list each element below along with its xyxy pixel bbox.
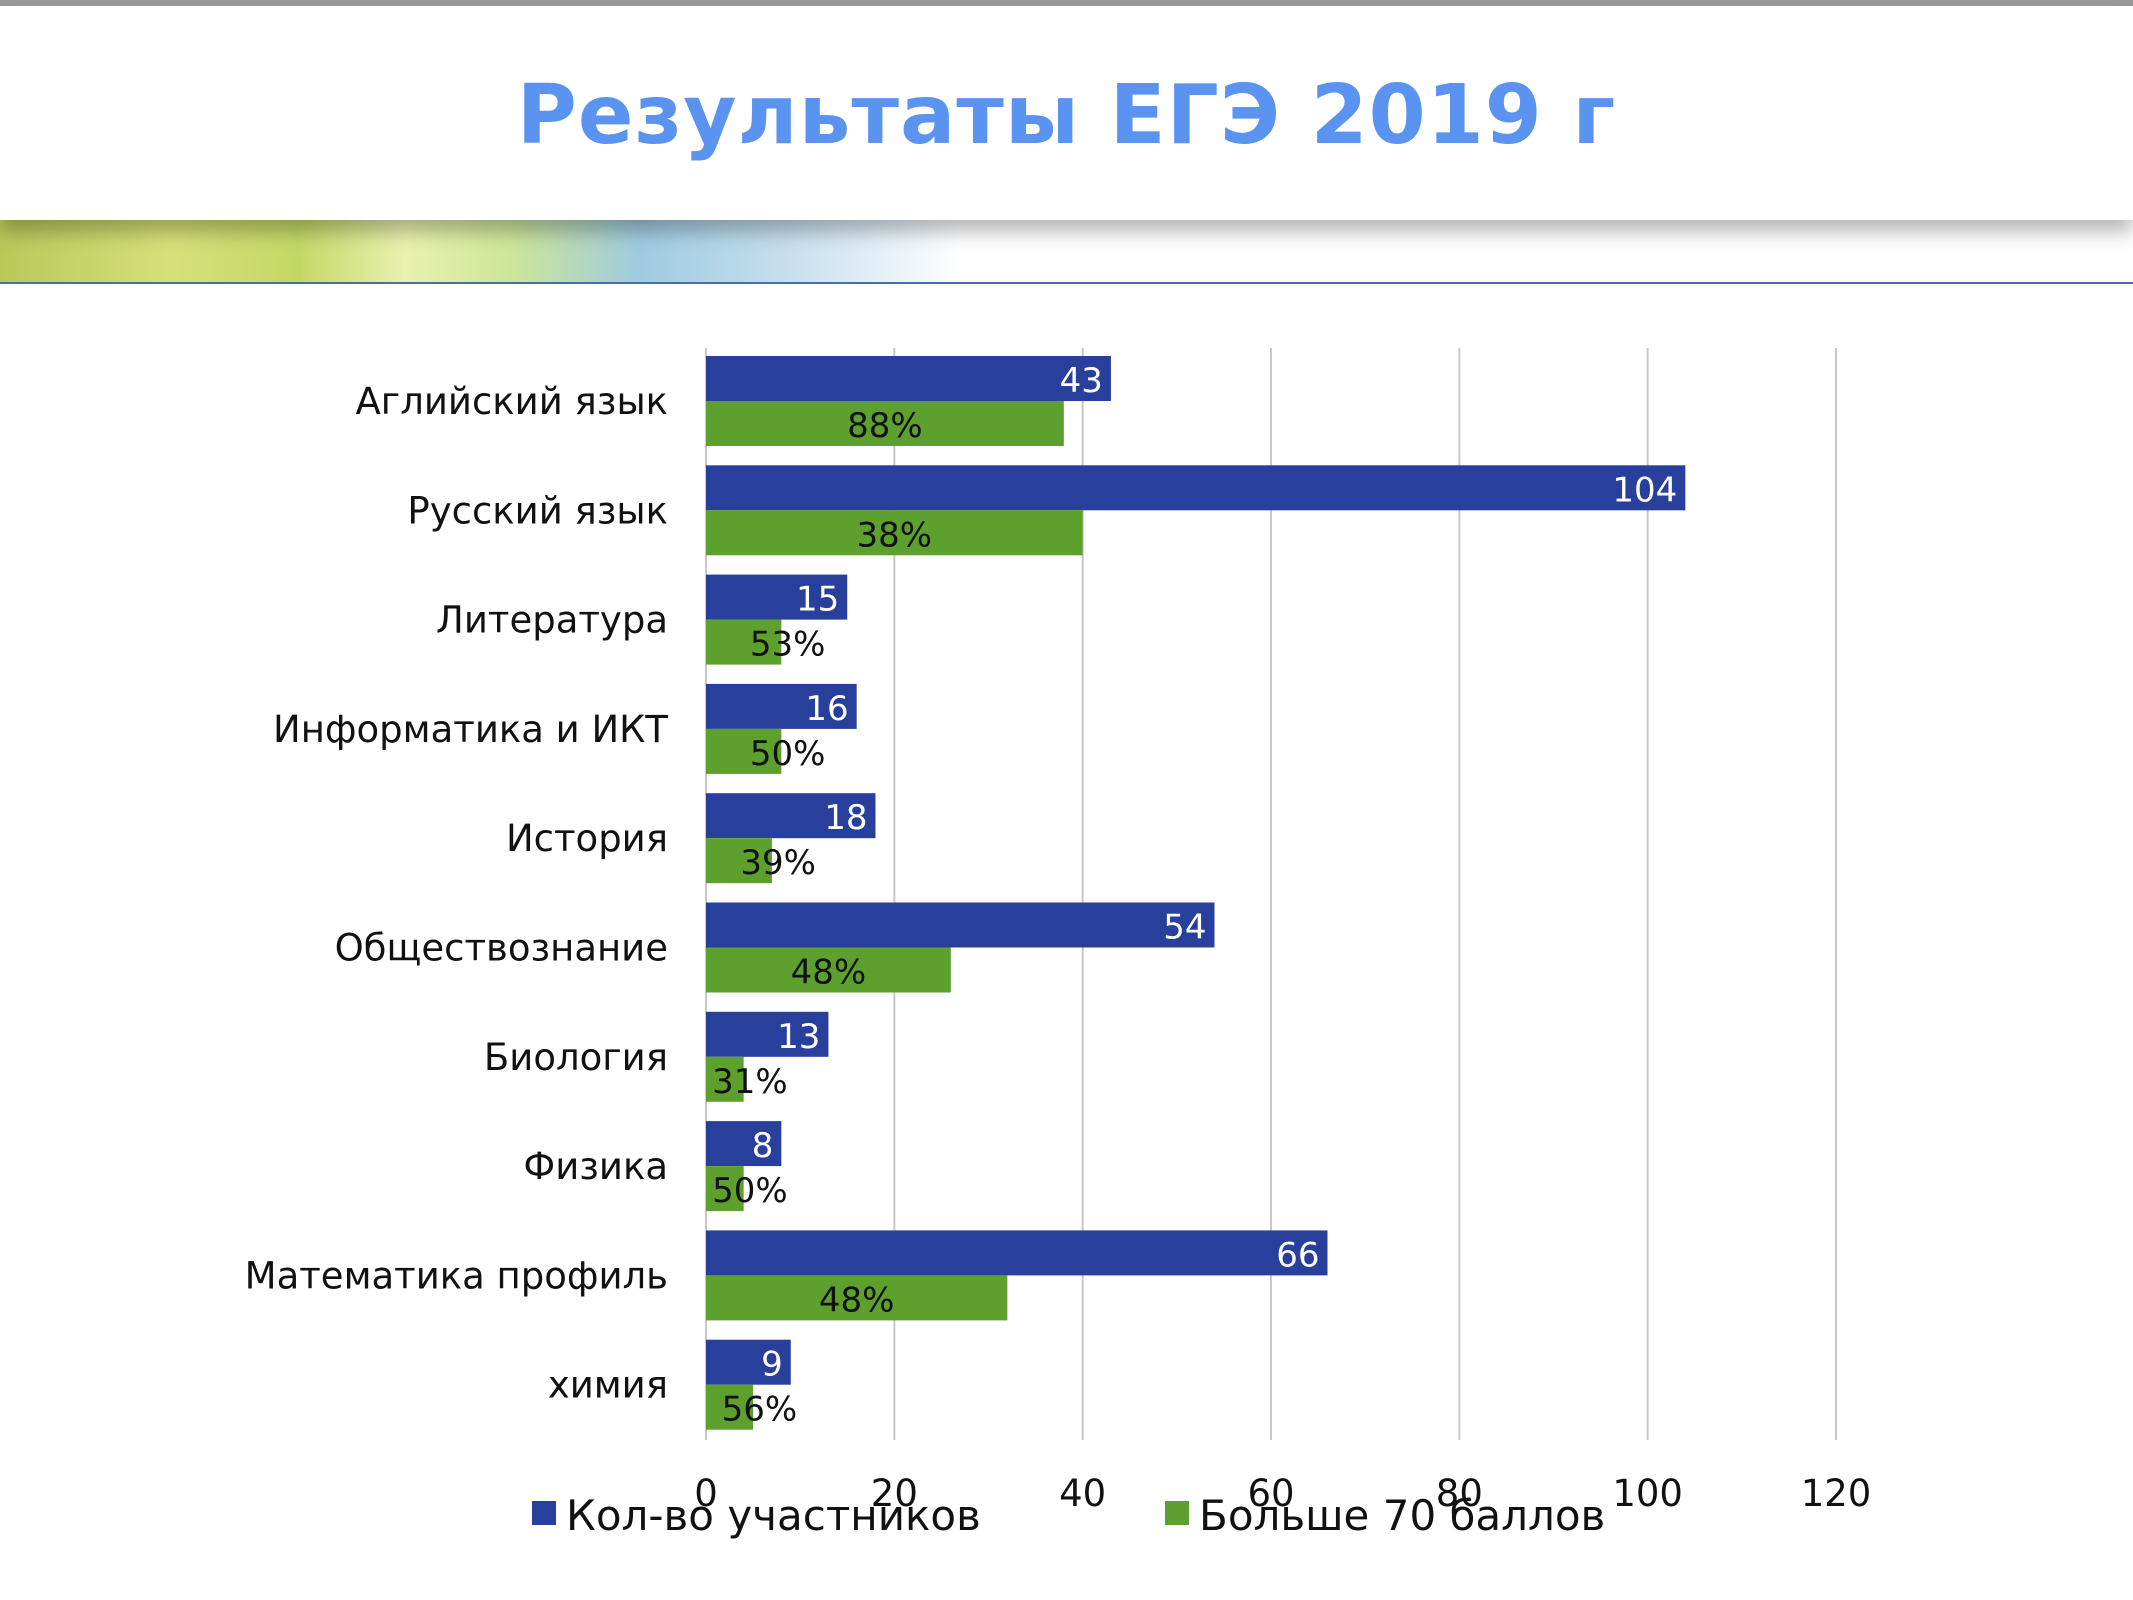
legend-swatch-participants <box>532 1501 556 1525</box>
top-rule <box>0 0 2133 6</box>
data-label-participants: 8 <box>752 1126 774 1166</box>
x-tick-label: 60 <box>1247 1472 1294 1515</box>
x-tick-label: 40 <box>1059 1472 1106 1515</box>
bar-participants <box>706 1339 791 1385</box>
data-label-above70: 50% <box>750 734 826 774</box>
category-label: История <box>506 817 668 860</box>
data-label-above70: 48% <box>819 1280 895 1320</box>
bar-participants <box>706 1011 829 1057</box>
data-label-participants: 43 <box>1060 361 1103 401</box>
category-label: Информатика и ИКТ <box>273 708 668 751</box>
banner-divider <box>0 282 2133 284</box>
data-label-above70: 31% <box>712 1062 788 1102</box>
category-label: Обществознание <box>335 927 668 970</box>
legend-swatch-above70 <box>1165 1501 1189 1525</box>
data-label-above70: 50% <box>712 1171 788 1211</box>
x-tick-label: 100 <box>1612 1472 1683 1515</box>
bar-above70 <box>706 401 1064 446</box>
decorative-banner <box>0 210 2133 282</box>
category-label: Литература <box>436 599 668 642</box>
data-label-above70: 48% <box>791 953 867 993</box>
data-label-participants: 9 <box>761 1345 783 1385</box>
bar-participants <box>706 1230 1328 1276</box>
x-tick-label: 20 <box>871 1472 918 1515</box>
data-label-above70: 88% <box>847 406 923 446</box>
slide-title: Результаты ЕГЭ 2019 г <box>516 68 1617 163</box>
data-label-participants: 15 <box>796 580 839 620</box>
data-label-participants: 13 <box>777 1017 820 1057</box>
category-label: Аглийский язык <box>355 380 668 423</box>
data-label-participants: 16 <box>805 689 848 729</box>
data-label-participants: 54 <box>1163 908 1206 948</box>
bar-above70 <box>706 1275 1008 1321</box>
data-label-above70: 38% <box>857 515 933 555</box>
bar-above70 <box>706 1056 744 1102</box>
category-label: химия <box>548 1364 668 1407</box>
bar-participants <box>706 574 848 620</box>
bar-above70 <box>706 619 782 665</box>
data-label-participants: 104 <box>1612 470 1677 510</box>
data-label-participants: 18 <box>824 798 867 838</box>
bar-participants <box>706 1121 782 1167</box>
legend-label-above70: Больше 70 баллов <box>1199 1491 1605 1540</box>
category-label: Математика профиль <box>245 1254 668 1297</box>
data-label-above70: 56% <box>722 1390 798 1430</box>
slide-header: Результаты ЕГЭ 2019 г <box>0 6 2133 220</box>
category-label: Физика <box>523 1145 668 1188</box>
data-label-participants: 66 <box>1276 1235 1319 1275</box>
data-label-above70: 39% <box>740 843 816 883</box>
bar-above70 <box>706 510 1083 556</box>
x-tick-label: 80 <box>1436 1472 1483 1515</box>
data-label-above70: 53% <box>750 625 826 665</box>
category-label: Биология <box>484 1036 668 1079</box>
bar-above70 <box>706 838 772 884</box>
bar-above70 <box>706 1384 754 1430</box>
legend-label-participants: Кол-во участников <box>566 1491 981 1540</box>
bar-above70 <box>706 947 951 993</box>
bar-participants <box>706 356 1111 401</box>
x-tick-label: 120 <box>1801 1472 1872 1515</box>
category-label: Русский язык <box>407 489 668 532</box>
bar-above70 <box>706 728 782 774</box>
bar-participants <box>706 683 857 729</box>
x-tick-label: 0 <box>694 1472 718 1515</box>
bar-participants <box>706 793 876 839</box>
bar-above70 <box>706 1166 744 1212</box>
bar-participants <box>706 902 1215 948</box>
bar-participants <box>706 465 1686 511</box>
